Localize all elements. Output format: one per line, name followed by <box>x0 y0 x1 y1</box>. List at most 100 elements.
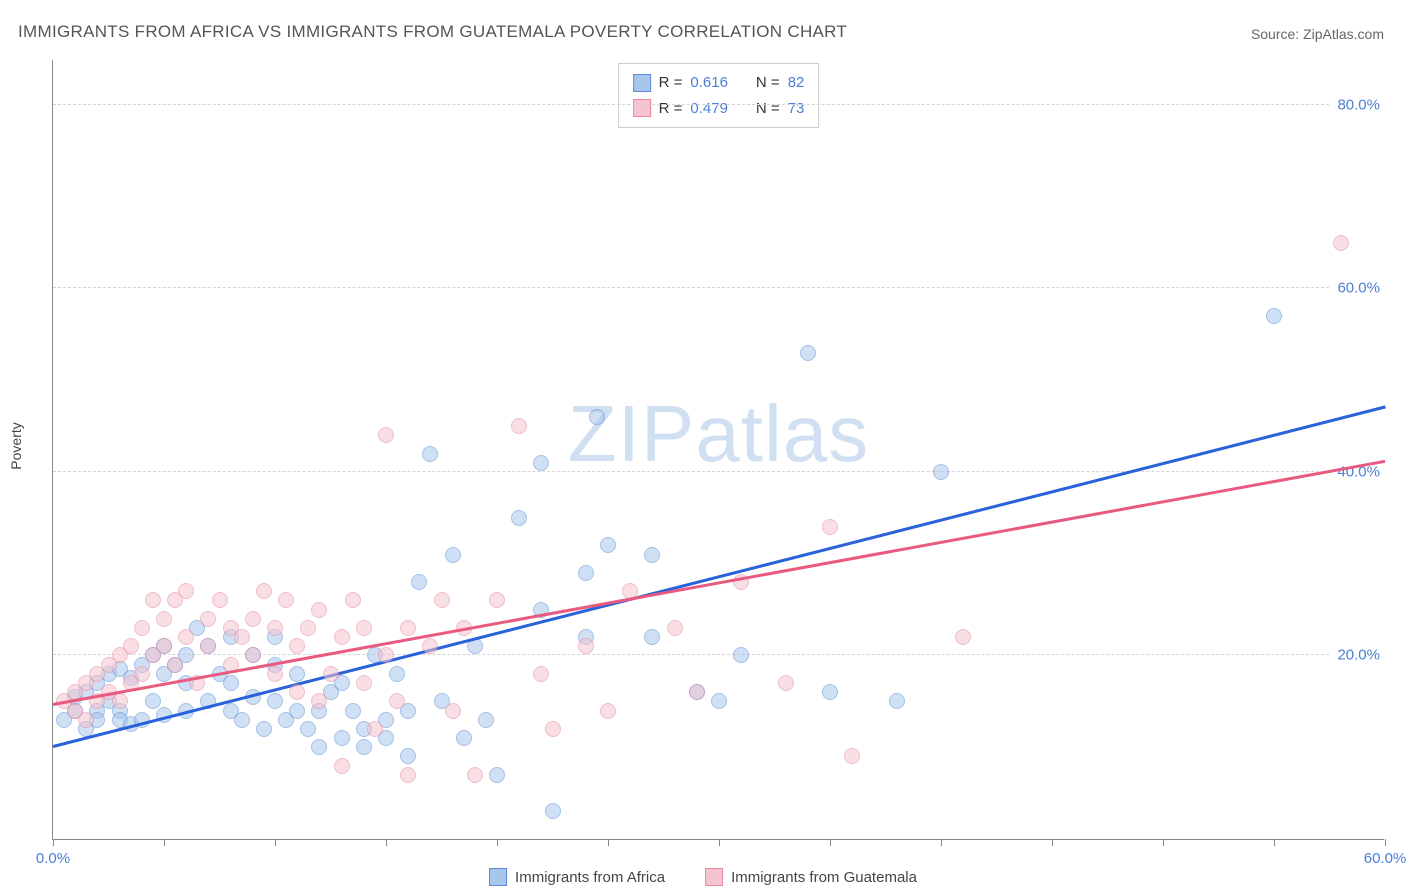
chart-container: IMMIGRANTS FROM AFRICA VS IMMIGRANTS FRO… <box>0 0 1406 892</box>
scatter-point <box>323 666 339 682</box>
scatter-point <box>400 620 416 636</box>
scatter-point <box>933 464 949 480</box>
scatter-point <box>733 647 749 663</box>
gridline <box>53 104 1384 105</box>
scatter-point <box>223 675 239 691</box>
scatter-point <box>600 703 616 719</box>
scatter-point <box>289 703 305 719</box>
watermark-text: ZIPatlas <box>568 388 869 480</box>
x-tick <box>1163 839 1164 846</box>
x-tick <box>497 839 498 846</box>
scatter-point <box>478 712 494 728</box>
r-label: R = <box>659 96 683 122</box>
legend-row-series-2: R = 0.479 N = 73 <box>633 96 805 122</box>
scatter-point <box>311 739 327 755</box>
scatter-point <box>356 739 372 755</box>
scatter-point <box>533 666 549 682</box>
scatter-point <box>311 602 327 618</box>
scatter-point <box>134 666 150 682</box>
scatter-point <box>134 620 150 636</box>
scatter-point <box>411 574 427 590</box>
scatter-point <box>489 592 505 608</box>
scatter-point <box>256 583 272 599</box>
x-tick <box>275 839 276 846</box>
swatch-series-1 <box>489 868 507 886</box>
x-tick <box>1274 839 1275 846</box>
scatter-point <box>245 647 261 663</box>
scatter-point <box>600 537 616 553</box>
r-label: R = <box>659 70 683 96</box>
scatter-point <box>389 666 405 682</box>
n-label: N = <box>756 70 780 96</box>
scatter-point <box>533 455 549 471</box>
scatter-point <box>467 767 483 783</box>
n-label: N = <box>756 96 780 122</box>
scatter-point <box>711 693 727 709</box>
scatter-point <box>234 629 250 645</box>
scatter-point <box>145 693 161 709</box>
scatter-point <box>200 638 216 654</box>
y-tick-label: 20.0% <box>1331 647 1386 664</box>
scatter-point <box>545 803 561 819</box>
trend-line <box>53 460 1385 706</box>
scatter-point <box>245 611 261 627</box>
scatter-point <box>400 748 416 764</box>
scatter-point <box>434 592 450 608</box>
scatter-point <box>345 703 361 719</box>
scatter-point <box>178 583 194 599</box>
r-value-1: 0.616 <box>690 70 728 96</box>
scatter-point <box>445 547 461 563</box>
x-tick <box>164 839 165 846</box>
scatter-point <box>234 712 250 728</box>
scatter-point <box>311 693 327 709</box>
legend-item-2: Immigrants from Guatemala <box>705 868 917 886</box>
x-tick-label: 60.0% <box>1364 850 1406 867</box>
y-tick-label: 60.0% <box>1331 280 1386 297</box>
scatter-point <box>822 684 838 700</box>
scatter-point <box>378 427 394 443</box>
scatter-point <box>545 721 561 737</box>
scatter-point <box>511 418 527 434</box>
scatter-point <box>578 638 594 654</box>
y-tick-label: 80.0% <box>1331 96 1386 113</box>
legend-label-2: Immigrants from Guatemala <box>731 869 917 886</box>
scatter-point <box>300 721 316 737</box>
scatter-point <box>289 638 305 654</box>
n-value-2: 73 <box>788 96 805 122</box>
scatter-point <box>123 638 139 654</box>
y-axis-label: Poverty <box>8 422 24 469</box>
swatch-series-1 <box>633 74 651 92</box>
r-value-2: 0.479 <box>690 96 728 122</box>
chart-title: IMMIGRANTS FROM AFRICA VS IMMIGRANTS FRO… <box>18 22 847 42</box>
scatter-point <box>267 620 283 636</box>
scatter-point <box>345 592 361 608</box>
scatter-point <box>589 409 605 425</box>
scatter-point <box>156 611 172 627</box>
scatter-point <box>112 693 128 709</box>
scatter-point <box>800 345 816 361</box>
scatter-point <box>422 446 438 462</box>
swatch-series-2 <box>633 99 651 117</box>
scatter-point <box>644 629 660 645</box>
x-tick <box>830 839 831 846</box>
scatter-point <box>267 666 283 682</box>
scatter-point <box>400 767 416 783</box>
scatter-point <box>278 592 294 608</box>
x-tick <box>386 839 387 846</box>
scatter-point <box>367 721 383 737</box>
scatter-point <box>78 712 94 728</box>
x-tick <box>608 839 609 846</box>
scatter-point <box>1333 235 1349 251</box>
gridline <box>53 471 1384 472</box>
scatter-point <box>422 638 438 654</box>
scatter-point <box>178 629 194 645</box>
gridline <box>53 287 1384 288</box>
scatter-point <box>445 703 461 719</box>
legend-row-series-1: R = 0.616 N = 82 <box>633 70 805 96</box>
swatch-series-2 <box>705 868 723 886</box>
scatter-point <box>456 730 472 746</box>
scatter-point <box>289 684 305 700</box>
scatter-point <box>778 675 794 691</box>
scatter-point <box>1266 308 1282 324</box>
scatter-point <box>145 592 161 608</box>
